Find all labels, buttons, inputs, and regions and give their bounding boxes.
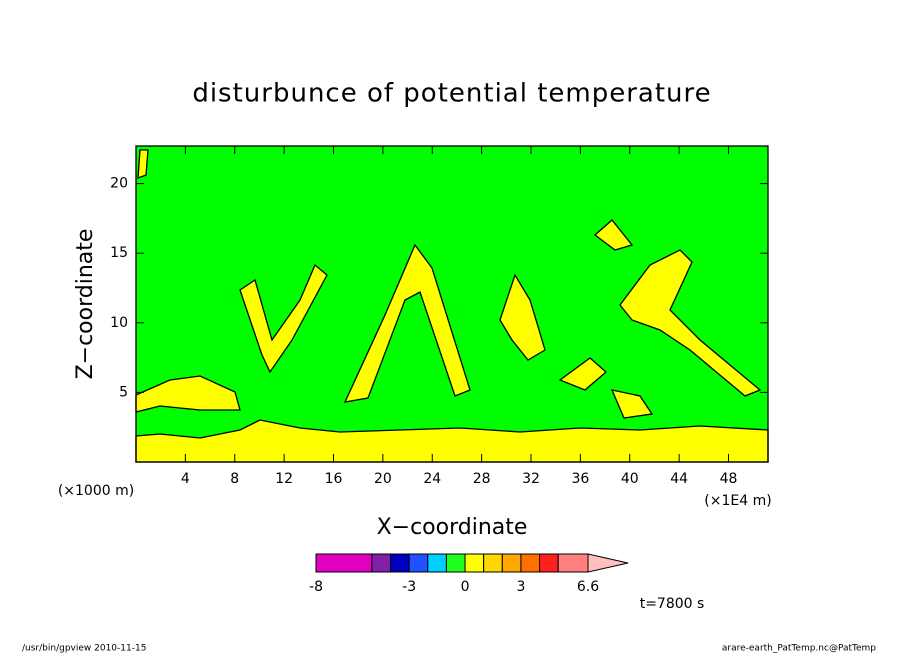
- x-tick-label: 4: [181, 471, 190, 487]
- colorbar-box: [371, 553, 392, 573]
- contour-region: [135, 419, 769, 463]
- colorbar-extend: [587, 553, 629, 573]
- plot-frame: [135, 145, 769, 463]
- contour-region: [619, 249, 762, 397]
- colorbar-box: [315, 553, 373, 573]
- colorbar-tick-label: 0: [461, 579, 470, 595]
- y-axis-label: Z−coordinate: [73, 229, 98, 380]
- x-tick-label: 44: [670, 471, 688, 487]
- x-axis-label: X−coordinate: [377, 515, 528, 540]
- colorbar-box: [483, 553, 503, 573]
- y-tick-label: 10: [110, 315, 128, 331]
- colorbar-tick-label: -3: [402, 579, 416, 595]
- x-tick-label: 12: [275, 471, 293, 487]
- x-tick-label: 8: [230, 471, 239, 487]
- x-tick-label: 48: [720, 471, 738, 487]
- x-tick-label: 28: [473, 471, 491, 487]
- x-tick-label: 20: [374, 471, 392, 487]
- colorbar-tick-label: 6.6: [577, 579, 599, 595]
- x-tick-label: 24: [423, 471, 441, 487]
- footer-left: /usr/bin/gpview 2010-11-15: [22, 644, 146, 654]
- x-tick-label: 40: [621, 471, 639, 487]
- y-unit-label: (×1000 m): [58, 483, 134, 499]
- contour-region: [135, 375, 241, 413]
- colorbar-box: [427, 553, 447, 573]
- colorbar-box: [464, 553, 485, 573]
- x-unit-label: (×1E4 m): [704, 493, 771, 509]
- time-label: t=7800 s: [640, 596, 705, 612]
- x-tick-label: 16: [325, 471, 343, 487]
- colorbar-box: [557, 553, 589, 573]
- colorbar-tick-label: -8: [309, 579, 323, 595]
- x-tick-label: 32: [522, 471, 540, 487]
- colorbar-box: [390, 553, 410, 573]
- colorbar-box: [520, 553, 541, 573]
- colorbar-box: [501, 553, 522, 573]
- colorbar-tick-label: 3: [516, 579, 525, 595]
- contour-region: [137, 149, 149, 179]
- contour-region: [593, 219, 634, 251]
- colorbar-box: [445, 553, 466, 573]
- contour-region: [558, 357, 607, 391]
- x-tick-label: 36: [571, 471, 589, 487]
- footer-right: arare-earth_PatTemp.nc@PatTemp: [722, 644, 876, 654]
- y-tick-label: 15: [110, 245, 128, 261]
- chart-title: disturbunce of potential temperature: [192, 79, 711, 109]
- contour-region: [239, 263, 328, 374]
- colorbar-box: [539, 553, 559, 573]
- contour-region: [343, 243, 471, 403]
- y-tick-label: 5: [119, 384, 128, 400]
- contour-region: [610, 389, 654, 419]
- y-tick-label: 20: [110, 176, 128, 192]
- colorbar-box: [408, 553, 429, 573]
- contour-region: [499, 273, 546, 361]
- plot-area: [135, 145, 769, 463]
